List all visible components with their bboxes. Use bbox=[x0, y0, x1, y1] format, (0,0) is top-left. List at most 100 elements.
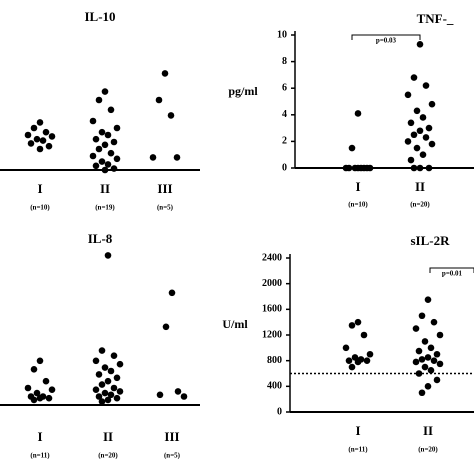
data-point bbox=[116, 388, 124, 395]
y-tick-label: 6 bbox=[282, 82, 287, 93]
data-point bbox=[419, 114, 427, 121]
x-tick-label: II bbox=[100, 181, 110, 196]
group-size: (n=20) bbox=[98, 452, 118, 460]
y-tick-label: 4 bbox=[282, 109, 287, 120]
p-value: p=0.03 bbox=[376, 37, 397, 45]
data-point bbox=[410, 74, 418, 81]
data-point bbox=[424, 354, 432, 361]
data-point bbox=[98, 398, 106, 405]
data-point bbox=[418, 389, 426, 397]
data-point bbox=[36, 119, 44, 126]
data-point bbox=[98, 158, 106, 165]
data-point bbox=[427, 344, 435, 352]
data-point bbox=[24, 384, 32, 392]
data-point bbox=[48, 133, 56, 140]
data-point bbox=[436, 360, 444, 368]
data-point bbox=[173, 154, 181, 161]
data-point bbox=[354, 358, 362, 366]
data-point bbox=[33, 135, 41, 143]
data-point bbox=[104, 377, 112, 385]
data-point bbox=[30, 124, 38, 132]
data-point bbox=[404, 91, 412, 99]
data-point bbox=[95, 145, 103, 153]
data-point bbox=[42, 128, 50, 136]
data-point bbox=[107, 149, 115, 157]
group-size: (n=20) bbox=[410, 201, 430, 209]
data-point bbox=[89, 152, 97, 160]
data-point bbox=[161, 70, 169, 77]
y-tick-label: 10 bbox=[277, 29, 287, 40]
data-point bbox=[410, 164, 418, 172]
data-point bbox=[113, 374, 121, 382]
data-point bbox=[92, 357, 100, 365]
x-tick-label: I bbox=[37, 181, 42, 196]
y-tick-label: 1200 bbox=[262, 329, 282, 340]
data-point bbox=[416, 127, 424, 135]
data-point bbox=[404, 138, 412, 145]
y-tick-label: 800 bbox=[267, 355, 282, 366]
data-point bbox=[415, 370, 423, 377]
y-tick-label: 1600 bbox=[262, 304, 282, 315]
data-point bbox=[95, 371, 103, 378]
data-point bbox=[418, 356, 426, 363]
data-point bbox=[416, 41, 424, 48]
data-point bbox=[104, 161, 112, 168]
group-size: (n=10) bbox=[348, 201, 368, 209]
data-point bbox=[424, 383, 432, 390]
x-tick-label: III bbox=[157, 181, 172, 196]
group-size: (n=20) bbox=[418, 446, 438, 454]
y-axis-label: pg/ml bbox=[228, 84, 258, 98]
x-tick-label: I bbox=[355, 179, 360, 194]
data-point bbox=[407, 156, 415, 164]
data-point bbox=[89, 117, 97, 125]
group-size: (n=19) bbox=[95, 204, 115, 212]
data-point bbox=[101, 88, 109, 95]
data-point bbox=[98, 347, 106, 354]
data-point bbox=[415, 347, 423, 355]
data-point bbox=[436, 331, 444, 339]
data-point bbox=[433, 376, 441, 384]
data-point bbox=[110, 165, 118, 172]
data-point bbox=[421, 363, 429, 371]
data-point bbox=[413, 107, 421, 115]
data-point bbox=[168, 289, 176, 297]
x-tick-label: I bbox=[355, 423, 360, 438]
data-point bbox=[354, 110, 362, 117]
data-point bbox=[422, 82, 430, 89]
group-size: (n=11) bbox=[30, 452, 50, 460]
data-point bbox=[104, 252, 112, 259]
data-point bbox=[36, 145, 44, 153]
data-point bbox=[92, 135, 100, 143]
data-point bbox=[407, 119, 415, 127]
x-tick-label: II bbox=[103, 429, 113, 444]
panel-title: IL-10 bbox=[84, 9, 115, 24]
data-point bbox=[95, 393, 103, 400]
data-point bbox=[27, 140, 35, 147]
data-point bbox=[101, 389, 109, 397]
panel-title: sIL-2R bbox=[410, 233, 450, 248]
data-point bbox=[36, 357, 44, 365]
data-point bbox=[116, 360, 124, 368]
data-point bbox=[101, 141, 109, 149]
data-point bbox=[416, 164, 424, 172]
data-point bbox=[98, 381, 106, 388]
data-point bbox=[348, 144, 356, 152]
group-size: (n=5) bbox=[157, 204, 174, 212]
data-point bbox=[92, 386, 100, 394]
data-point bbox=[45, 142, 53, 150]
y-tick-label: 2 bbox=[282, 136, 287, 147]
data-point bbox=[92, 162, 100, 170]
x-tick-label: II bbox=[415, 179, 425, 194]
data-point bbox=[101, 166, 109, 174]
data-point bbox=[418, 312, 426, 320]
data-point bbox=[113, 394, 121, 402]
significance-bracket bbox=[351, 34, 421, 40]
y-tick-label: 0 bbox=[277, 406, 282, 417]
y-tick-label: 2400 bbox=[262, 252, 282, 263]
data-point bbox=[425, 164, 433, 172]
y-tick-label: 8 bbox=[282, 56, 287, 67]
significance-bracket bbox=[429, 267, 474, 273]
data-point bbox=[107, 391, 115, 399]
data-point bbox=[30, 366, 38, 373]
data-point bbox=[410, 131, 418, 139]
